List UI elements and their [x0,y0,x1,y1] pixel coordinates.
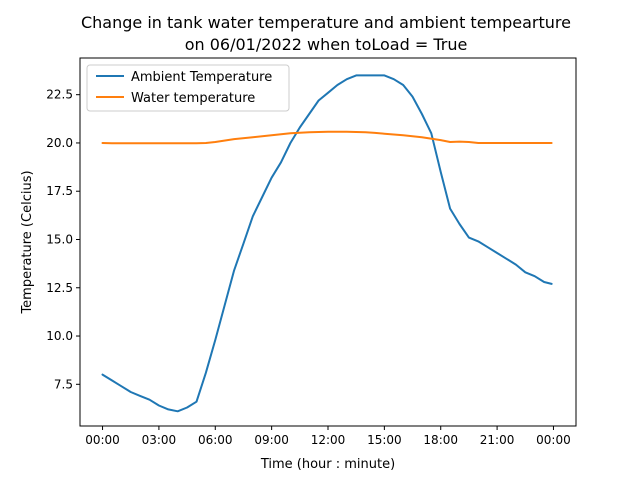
x-tick-label: 03:00 [142,433,177,447]
plot-area-frame [79,57,577,427]
y-tick-label: 12.5 [46,281,73,295]
plot-lines [101,74,553,413]
x-axis-ticks: 00:00 03:00 06:00 09:00 12:00 15:00 18:00 21:00… [85,426,571,447]
y-axis-ticks: 7.5 10.0 12.5 15.0 17.5 20.0 22.5 [46,88,80,391]
y-tick-label: 17.5 [46,184,73,198]
x-tick-label: 21:00 [480,433,515,447]
y-tick-label: 7.5 [54,377,73,391]
x-tick-label: 00:00 [536,433,571,447]
y-tick-label: 10.0 [46,329,73,343]
x-tick-label: 06:00 [198,433,233,447]
legend-box [86,64,290,112]
series-line-ambient-temperature [101,74,553,413]
chart-title-line-1: Change in tank water temperature and amb… [81,13,571,32]
y-tick-label: 22.5 [46,88,73,102]
legend: Ambient Temperature Water temperature [86,64,290,112]
legend-label-water: Water temperature [131,91,255,106]
legend-label-ambient: Ambient Temperature [131,70,272,85]
x-tick-label: 09:00 [254,433,289,447]
y-tick-label: 15.0 [46,232,73,246]
x-tick-label: 12:00 [311,433,346,447]
x-tick-label: 00:00 [85,433,120,447]
y-tick-label: 20.0 [46,136,73,150]
x-tick-label: 15:00 [367,433,402,447]
x-axis-label: Time (hour : minute) [260,457,395,472]
series-line-water-temperature [101,130,553,145]
chart-title-line-2: on 06/01/2022 when toLoad = True [185,35,468,54]
y-axis-label: Temperature (Celcius) [20,170,35,314]
x-tick-label: 18:00 [423,433,458,447]
